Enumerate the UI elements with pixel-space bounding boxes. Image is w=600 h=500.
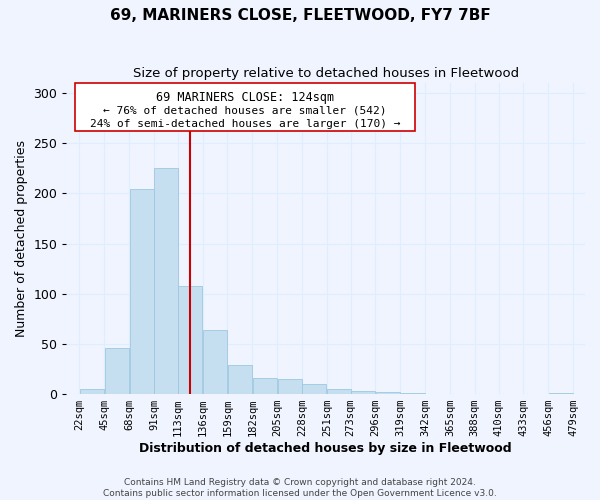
- FancyBboxPatch shape: [75, 83, 415, 131]
- Bar: [105, 348, 128, 394]
- Bar: [278, 379, 302, 394]
- Bar: [376, 392, 400, 394]
- Bar: [178, 286, 202, 394]
- Bar: [401, 393, 425, 394]
- Bar: [130, 190, 154, 394]
- Text: Contains HM Land Registry data © Crown copyright and database right 2024.
Contai: Contains HM Land Registry data © Crown c…: [103, 478, 497, 498]
- Bar: [228, 365, 252, 394]
- Bar: [203, 330, 227, 394]
- Bar: [351, 391, 375, 394]
- Bar: [302, 384, 326, 394]
- Title: Size of property relative to detached houses in Fleetwood: Size of property relative to detached ho…: [133, 68, 519, 80]
- X-axis label: Distribution of detached houses by size in Fleetwood: Distribution of detached houses by size …: [139, 442, 512, 455]
- Bar: [154, 168, 178, 394]
- Bar: [549, 393, 572, 394]
- Bar: [327, 389, 351, 394]
- Bar: [80, 389, 104, 394]
- Bar: [253, 378, 277, 394]
- Text: 69 MARINERS CLOSE: 124sqm: 69 MARINERS CLOSE: 124sqm: [156, 91, 334, 104]
- Text: 69, MARINERS CLOSE, FLEETWOOD, FY7 7BF: 69, MARINERS CLOSE, FLEETWOOD, FY7 7BF: [110, 8, 490, 22]
- Y-axis label: Number of detached properties: Number of detached properties: [15, 140, 28, 337]
- Text: ← 76% of detached houses are smaller (542): ← 76% of detached houses are smaller (54…: [103, 105, 387, 115]
- Text: 24% of semi-detached houses are larger (170) →: 24% of semi-detached houses are larger (…: [90, 119, 400, 129]
